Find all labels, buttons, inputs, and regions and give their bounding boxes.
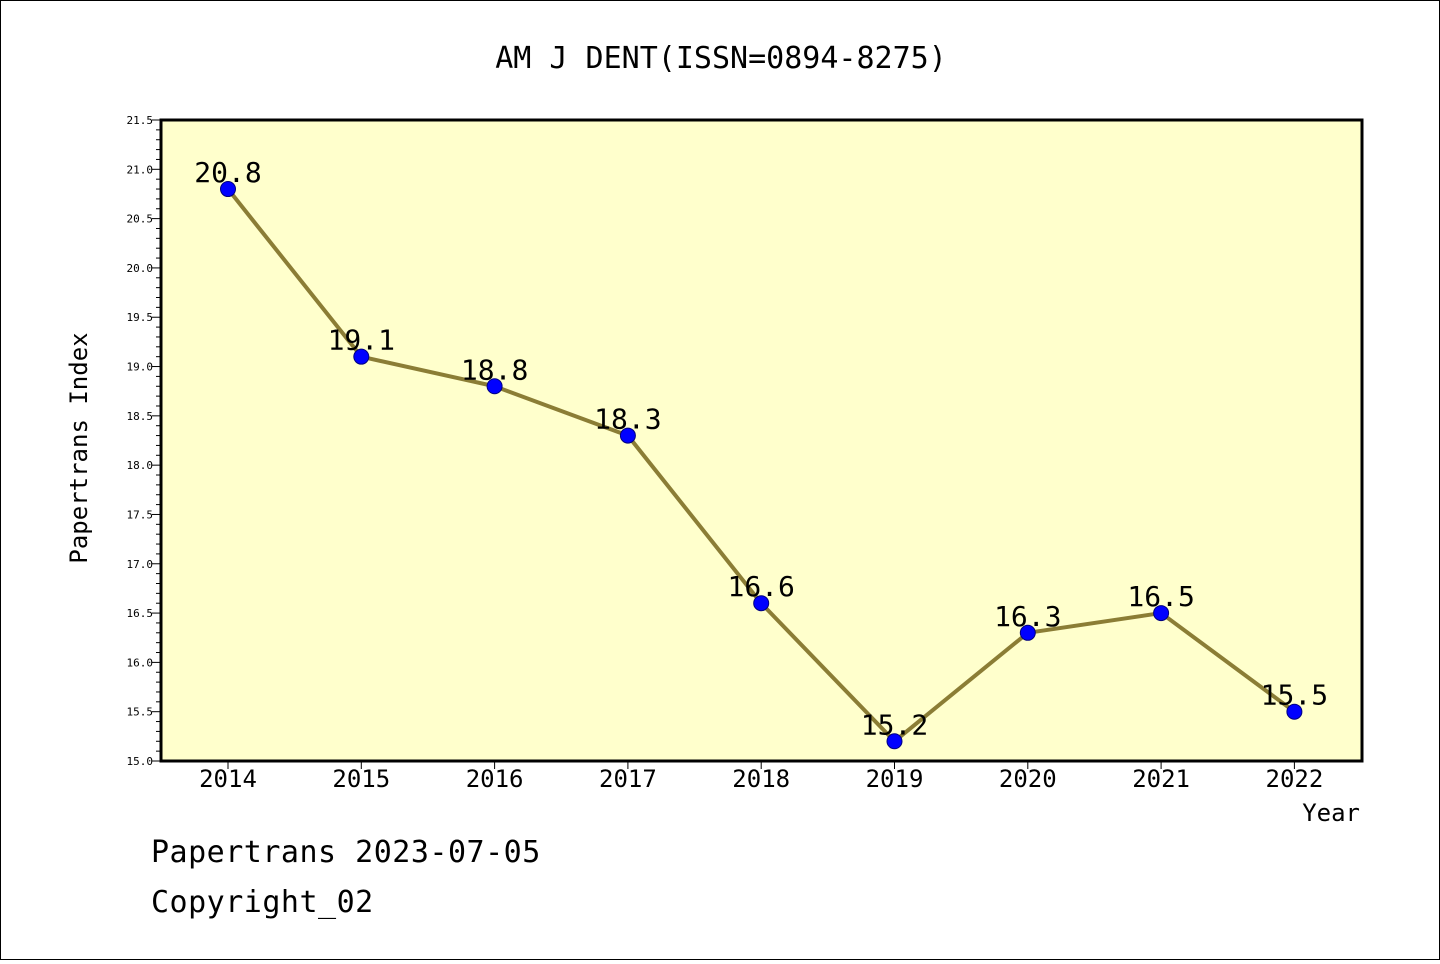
data-label: 15.5	[1261, 679, 1328, 712]
data-point	[619, 427, 636, 444]
x-axis-label: Year	[1302, 799, 1360, 827]
x-tick-label: 2016	[466, 765, 524, 793]
y-tick-label: 16.5	[127, 607, 154, 620]
y-tick-label: 16.0	[127, 656, 154, 669]
y-tick-label: 15.5	[127, 706, 154, 719]
data-label-group: 20.8 19.1 18.8 18.3 16.6 15.2 16.3 16.5 15.5	[194, 156, 1328, 741]
chart-title: AM J DENT(ISSN=0894-8275)	[495, 41, 947, 76]
data-label: 15.2	[861, 708, 928, 741]
data-point	[486, 378, 503, 395]
data-label: 20.8	[194, 156, 261, 189]
y-tick-label: 21.5	[127, 114, 154, 127]
x-axis: 2014 2015 2016 2017 2018 2019 2020 2021 2022	[199, 761, 1323, 793]
data-point	[753, 595, 770, 612]
data-label: 18.3	[594, 403, 661, 436]
data-point	[353, 348, 370, 365]
data-point	[1153, 605, 1170, 622]
plot-area	[159, 118, 1364, 763]
footer-copyright: Copyright_02	[151, 885, 374, 920]
y-tick-label: 15.0	[127, 755, 154, 768]
data-point	[1019, 624, 1036, 641]
y-tick-label: 17.5	[127, 508, 154, 521]
data-point	[1286, 703, 1303, 720]
x-tick-label: 2014	[199, 765, 257, 793]
y-tick-label: 20.0	[127, 262, 154, 275]
x-tick-label: 2021	[1132, 765, 1190, 793]
data-label: 16.5	[1127, 580, 1194, 613]
y-axis: 15.0 15.5 16.0 16.5 17.0 17.5 18.0 18.5 19.0 19.5…	[127, 114, 161, 768]
data-label: 19.1	[328, 324, 395, 357]
data-label: 18.8	[461, 353, 528, 386]
y-tick-label: 19.5	[127, 311, 154, 324]
x-tick-label: 2015	[332, 765, 390, 793]
y-tick-label: 21.0	[127, 163, 154, 176]
data-label: 16.3	[994, 600, 1061, 633]
data-point	[886, 733, 903, 750]
data-label: 16.6	[727, 570, 794, 603]
y-tick-label: 17.0	[127, 558, 154, 571]
y-tick-label: 20.5	[127, 213, 154, 226]
x-tick-label: 2018	[732, 765, 790, 793]
y-axis-label: Papertrans Index	[65, 332, 93, 563]
x-tick-label: 2017	[599, 765, 657, 793]
x-tick-label: 2022	[1266, 765, 1324, 793]
marker-group	[220, 181, 1303, 750]
footer-date: Papertrans 2023-07-05	[151, 835, 541, 870]
y-tick-label: 18.0	[127, 459, 154, 472]
y-tick-label: 18.5	[127, 410, 154, 423]
x-tick-label: 2019	[866, 765, 924, 793]
x-tick-label: 2020	[999, 765, 1057, 793]
y-tick-label: 19.0	[127, 361, 154, 374]
data-point	[220, 181, 236, 198]
